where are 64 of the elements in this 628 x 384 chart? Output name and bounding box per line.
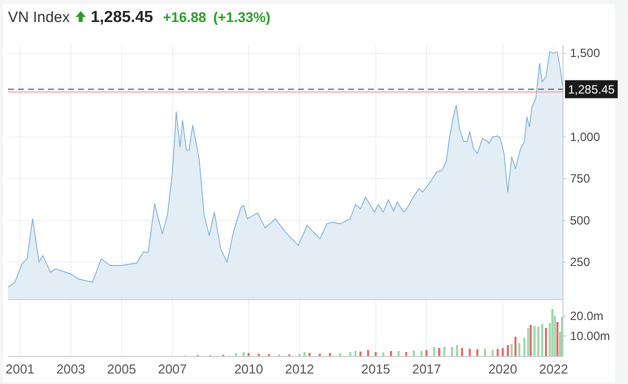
y-tick-label: 250 xyxy=(570,255,590,270)
y-tick-label: 20.0m xyxy=(570,308,604,323)
x-tick-label: 2017 xyxy=(412,361,441,376)
bar xyxy=(556,322,558,356)
x-tick-label: 2003 xyxy=(56,361,86,376)
bar xyxy=(374,352,377,356)
x-tick-label: 2012 xyxy=(285,361,314,376)
bar xyxy=(234,353,237,356)
bar xyxy=(551,309,554,356)
text: 1,285.45 xyxy=(90,9,154,26)
bar xyxy=(492,350,494,356)
bar xyxy=(443,346,446,356)
bar xyxy=(438,348,440,356)
bar xyxy=(534,326,536,356)
y-tick-label: 750 xyxy=(570,172,590,186)
bar xyxy=(514,336,516,356)
x-tick-label: 2001 xyxy=(5,361,34,376)
y-tick-label: 500 xyxy=(570,213,590,228)
bar xyxy=(544,328,547,356)
x-tick-label: 2005 xyxy=(107,361,136,376)
bar xyxy=(390,351,392,356)
bar xyxy=(349,352,352,356)
bar xyxy=(530,325,532,356)
bar xyxy=(537,327,540,356)
bar xyxy=(426,350,428,356)
ref-line-label: 1,285.45 xyxy=(568,82,616,97)
bar xyxy=(382,352,384,356)
bar xyxy=(354,351,356,356)
y-tick-label: 10.00m xyxy=(570,328,610,343)
x-tick-label: 2015 xyxy=(361,361,390,376)
bar xyxy=(405,352,408,356)
bar xyxy=(502,348,504,356)
bar xyxy=(398,351,400,356)
y-tick-label: 1,000 xyxy=(570,130,600,144)
bar xyxy=(450,347,453,356)
bar xyxy=(527,328,530,356)
chart-title: VN Index xyxy=(8,9,70,26)
bar xyxy=(456,345,458,356)
bar xyxy=(468,348,471,356)
bar xyxy=(484,348,486,356)
x-tick-label: 2022 xyxy=(539,361,568,376)
bar xyxy=(359,352,362,356)
bar xyxy=(308,352,311,356)
bar xyxy=(412,350,415,356)
x-tick-label: 2010 xyxy=(234,361,264,376)
text: +16.88 xyxy=(162,9,206,25)
y-tick-label: 1,500 xyxy=(570,46,600,60)
bar xyxy=(328,353,331,356)
bar xyxy=(496,348,499,356)
bar xyxy=(248,353,250,356)
x-tick-label: 2007 xyxy=(158,361,187,376)
bar xyxy=(367,350,370,356)
bar xyxy=(518,343,520,356)
bar xyxy=(506,345,509,356)
bar xyxy=(476,349,478,356)
bar xyxy=(242,352,245,356)
text: (+1.33%) xyxy=(213,9,270,25)
bar xyxy=(461,348,464,356)
bar xyxy=(339,353,342,356)
bar xyxy=(304,352,306,356)
bar xyxy=(420,351,422,356)
bar xyxy=(433,347,436,356)
x-tick-label: 2020 xyxy=(488,361,518,376)
bar xyxy=(541,324,544,356)
